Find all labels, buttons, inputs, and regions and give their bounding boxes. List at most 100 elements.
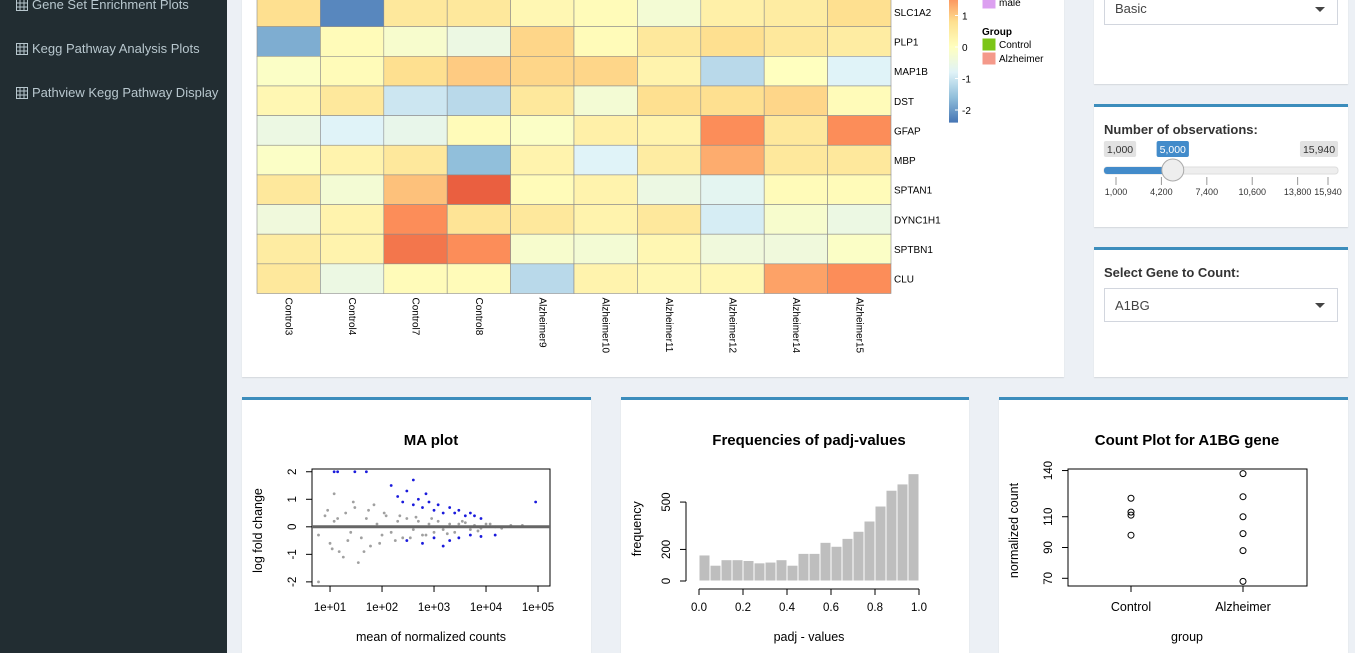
slider-handle[interactable] [1161,158,1185,182]
heatmap-cell [510,26,575,57]
heatmap-cell [256,233,321,265]
x-tick-label: 0.2 [735,602,751,614]
control-box: Number of observations: [1094,104,1348,227]
y-tick-label: 200 [661,540,673,559]
x-tick-label: Alzheimer [1215,600,1271,614]
point [479,535,483,538]
bar [742,559,755,582]
point [1239,547,1247,555]
y-axis-label: log fold change [251,488,265,573]
x-axis-label: padj - values [774,630,845,644]
heatmap-cell [637,26,702,57]
heatmap-cell [637,174,702,205]
heatmap-cell [510,115,575,146]
point [356,561,360,564]
menu-item[interactable]: Kegg Pathway Analysis Plots [16,41,200,56]
menu-item[interactable]: Gene Set Enrichment Plots [16,0,189,12]
y-tick-label: 1 [287,496,299,502]
point [448,539,452,542]
point [453,511,457,515]
plot-type-select[interactable]: Basic [1104,0,1338,25]
plot-box [999,397,1348,653]
plot-title: MA plot [404,432,458,449]
point [401,536,405,540]
column-label: Control4 [346,298,357,336]
point [484,522,488,526]
point [362,550,366,553]
point [427,500,431,504]
heatmap-cell [637,115,702,146]
point [375,522,379,526]
heatmap-cell [510,55,575,87]
point [421,506,424,509]
heatmap-cell [383,233,448,265]
colorbar-label: -1 [962,75,971,86]
point [476,529,480,533]
sidebar: Gene Set Enrichment Plots Kegg Pathway A… [0,0,227,653]
heatmap-cell [763,263,828,294]
colorbar [949,0,958,123]
control-box: Select Gene to Count: A1BG [1094,247,1348,377]
legend-title: Group [982,27,1012,38]
point [346,539,350,542]
heatmap-cell [827,263,892,294]
heatmap-cell [700,55,765,87]
heatmap-cell [383,174,448,205]
point [421,533,424,537]
heatmap-cell [256,115,321,146]
heatmap-cell [256,144,321,176]
point [336,470,340,474]
x-tick-label: 1.0 [911,602,927,614]
x-tick-label: 0.6 [823,602,839,614]
point [432,530,436,534]
heatmap-cell [510,144,575,176]
point [1127,494,1135,502]
y-tick-label: 2 [287,469,299,475]
heatmap-cell [700,263,765,294]
point [1239,470,1247,478]
column-label: Control7 [410,298,421,336]
row-label: DYNC1H1 [894,215,941,226]
menu-text: Gene Set Enrichment Plots [32,0,189,12]
point [445,532,449,536]
heatmap-cell [763,144,828,176]
control-box: Basic [1094,0,1348,84]
heatmap-cell [510,0,575,27]
column-label: Alzheimer11 [663,298,674,353]
slider-tick-label: 4,200 [1150,187,1173,197]
heatmap-cell [700,26,765,57]
heatmap-cell [383,263,448,294]
icon [16,0,28,11]
heatmap-cell [573,233,638,265]
heatmap-cell [510,204,575,235]
heatmap-cell [700,85,765,116]
heatmap-cell [763,0,828,27]
gene-select[interactable]: A1BG [1104,288,1338,322]
heatmap-cell [827,174,892,205]
slider-tick-label: 10,600 [1238,187,1266,197]
heatmap-cell [383,115,448,146]
bar [731,559,744,582]
select-value: Basic [1115,1,1147,16]
heatmap-cell [637,85,702,116]
plot-frame [1067,468,1308,587]
row-label: SPTAN1 [894,186,933,197]
slider-tick-label: 13,800 [1284,187,1312,197]
icon [16,42,28,55]
point [427,522,431,526]
heatmap-cell [256,85,321,116]
heatmap-cell [637,263,702,294]
point [421,541,424,545]
point [349,530,353,534]
point [336,517,340,520]
y-axis-label: frequency [630,501,644,557]
slider-tick-label: 1,000 [1105,187,1128,197]
menu-item[interactable]: Pathview Kegg Pathway Display [16,85,218,100]
x-tick-label: 0.8 [867,602,883,614]
x-tick-label: 0.0 [691,602,707,614]
heatmap-cell [510,174,575,205]
heatmap-cell [446,174,511,205]
heatmap-cell [320,55,385,87]
heatmap-cell [256,0,321,27]
